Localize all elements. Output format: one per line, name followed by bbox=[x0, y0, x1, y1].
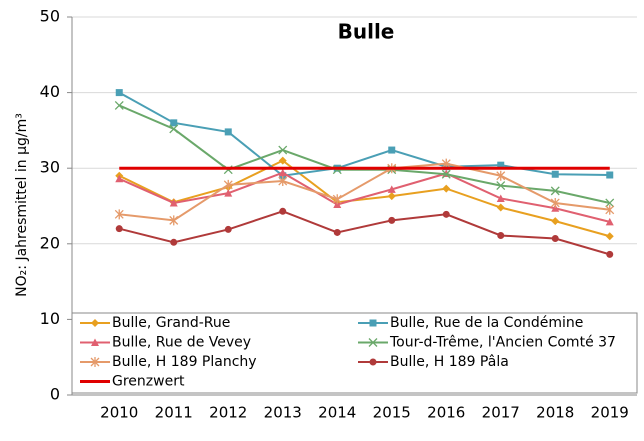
data-point bbox=[605, 217, 614, 226]
x-tick-label: 2012 bbox=[209, 404, 247, 422]
data-point bbox=[332, 194, 342, 205]
legend-label: Bulle, Rue de Vevey bbox=[112, 335, 251, 351]
legend-label: Bulle, Grand-Rue bbox=[112, 315, 230, 331]
series-line bbox=[118, 104, 610, 204]
legend-label: Bulle, H 189 Pâla bbox=[390, 354, 509, 370]
data-point bbox=[606, 250, 614, 258]
data-point bbox=[497, 161, 505, 169]
x-tick-label: 2013 bbox=[264, 404, 302, 422]
series-line bbox=[119, 210, 611, 256]
data-point bbox=[442, 184, 451, 193]
data-point bbox=[169, 124, 179, 134]
y-tick-label: 30 bbox=[40, 158, 60, 177]
y-tick-label: 40 bbox=[40, 82, 60, 101]
data-point bbox=[169, 215, 179, 226]
y-tick-label: 0 bbox=[50, 385, 60, 404]
data-point bbox=[223, 179, 233, 190]
data-point bbox=[387, 185, 396, 193]
data-point bbox=[496, 194, 505, 202]
legend-marker bbox=[369, 358, 377, 366]
y-tick-label: 20 bbox=[40, 233, 60, 252]
data-point bbox=[115, 225, 123, 233]
data-point bbox=[114, 100, 124, 110]
series-line bbox=[118, 91, 610, 177]
data-point bbox=[115, 174, 124, 183]
x-tick-label: 2016 bbox=[427, 404, 465, 422]
data-point bbox=[497, 231, 505, 239]
y-tick-label: 50 bbox=[40, 7, 60, 26]
x-tick-label: 2014 bbox=[318, 404, 356, 422]
legend-label: Tour-d-Trême, l'Ancien Comté 37 bbox=[389, 335, 616, 351]
series-line bbox=[118, 159, 611, 238]
data-point bbox=[606, 171, 614, 179]
data-point bbox=[278, 168, 287, 177]
legend-marker bbox=[91, 338, 99, 346]
data-point bbox=[224, 189, 233, 197]
x-tick-label: 2017 bbox=[482, 404, 520, 422]
data-point bbox=[388, 146, 396, 154]
data-point bbox=[387, 192, 396, 201]
data-point bbox=[496, 203, 505, 212]
data-point bbox=[170, 238, 178, 246]
y-axis-label: NO₂: Jahresmittel in µg/m³ bbox=[14, 113, 30, 297]
legend-label: Bulle, H 189 Planchy bbox=[112, 354, 257, 370]
series-line bbox=[119, 162, 610, 222]
data-point bbox=[278, 145, 288, 155]
data-point bbox=[224, 225, 232, 233]
legend-marker bbox=[91, 319, 99, 327]
legend-label: Grenzwert bbox=[112, 374, 185, 390]
data-point bbox=[551, 235, 559, 243]
legend-marker bbox=[369, 319, 377, 327]
x-tick-label: 2018 bbox=[536, 404, 574, 422]
data-point bbox=[170, 119, 178, 127]
data-point bbox=[115, 89, 123, 97]
data-point bbox=[496, 170, 506, 181]
data-point bbox=[605, 198, 615, 208]
x-tick-label: 2011 bbox=[155, 404, 193, 422]
x-tick-label: 2010 bbox=[100, 404, 138, 422]
x-tick-label: 2015 bbox=[373, 404, 411, 422]
data-point bbox=[605, 204, 615, 215]
y-tick-label: 10 bbox=[40, 309, 60, 328]
data-point bbox=[496, 181, 506, 191]
data-point bbox=[114, 209, 124, 220]
legend: Bulle, Grand-Rue Bulle, Rue de la Condémi… bbox=[71, 312, 638, 394]
legend-box bbox=[71, 312, 638, 394]
data-point bbox=[224, 128, 232, 136]
legend-label: Bulle, Rue de la Condémine bbox=[390, 315, 583, 331]
data-point bbox=[550, 186, 560, 196]
data-point bbox=[279, 207, 287, 215]
data-point bbox=[551, 170, 559, 178]
data-point bbox=[550, 197, 560, 208]
data-point bbox=[388, 216, 396, 224]
legend-marker bbox=[90, 357, 100, 367]
data-point bbox=[551, 217, 560, 226]
data-point bbox=[441, 169, 451, 179]
data-point bbox=[169, 198, 178, 207]
chart-title: Bulle bbox=[338, 20, 395, 44]
data-point bbox=[442, 210, 450, 218]
series-line bbox=[118, 171, 610, 223]
data-point bbox=[605, 232, 614, 241]
legend-marker bbox=[368, 338, 378, 347]
data-point bbox=[551, 204, 560, 212]
x-tick-label: 2019 bbox=[591, 404, 629, 422]
data-point bbox=[333, 228, 341, 236]
data-point bbox=[333, 200, 342, 208]
data-point bbox=[278, 156, 287, 165]
data-point bbox=[278, 176, 288, 187]
